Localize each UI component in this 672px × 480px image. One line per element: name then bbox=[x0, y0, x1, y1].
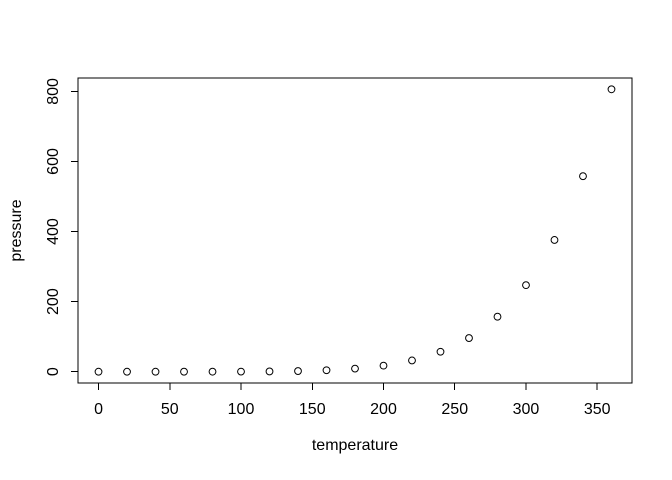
data-point bbox=[465, 334, 473, 342]
data-point bbox=[294, 367, 302, 375]
x-tick-label: 0 bbox=[94, 401, 103, 418]
y-tick-label: 400 bbox=[45, 218, 62, 245]
y-tick-label: 800 bbox=[45, 78, 62, 105]
data-point bbox=[237, 367, 245, 376]
data-point bbox=[408, 356, 416, 365]
plot-box bbox=[77, 77, 633, 384]
data-point bbox=[94, 367, 103, 376]
data-point bbox=[208, 367, 217, 376]
data-point bbox=[550, 236, 559, 244]
x-axis: 0 50 100 150 200 250 300 350 bbox=[94, 383, 611, 418]
x-tick-label: 100 bbox=[228, 401, 255, 418]
data-point bbox=[322, 366, 331, 375]
data-point bbox=[351, 364, 359, 373]
y-tick-label: 600 bbox=[45, 148, 62, 175]
data-point bbox=[151, 367, 160, 376]
data-point bbox=[379, 361, 388, 370]
x-axis-title: temperature bbox=[312, 437, 398, 454]
data-point bbox=[607, 85, 616, 94]
data-point bbox=[123, 367, 131, 376]
data-point bbox=[265, 367, 274, 376]
x-tick-label: 200 bbox=[370, 401, 397, 418]
data-point bbox=[579, 172, 587, 181]
x-tick-label: 150 bbox=[299, 401, 326, 418]
plot-box-border bbox=[77, 77, 633, 384]
y-axis-title: pressure bbox=[8, 199, 25, 261]
x-tick-label: 50 bbox=[161, 401, 179, 418]
data-point bbox=[180, 367, 188, 376]
y-tick-label: 200 bbox=[45, 288, 62, 315]
y-axis: 0 200 400 600 800 bbox=[45, 78, 78, 376]
data-points bbox=[94, 85, 616, 376]
x-tick-label: 300 bbox=[513, 401, 540, 418]
data-point bbox=[522, 281, 530, 290]
x-tick-label: 250 bbox=[441, 401, 468, 418]
y-tick-label: 0 bbox=[45, 367, 62, 376]
data-point bbox=[493, 312, 502, 321]
x-tick-label: 350 bbox=[584, 401, 611, 418]
data-point bbox=[436, 347, 445, 356]
